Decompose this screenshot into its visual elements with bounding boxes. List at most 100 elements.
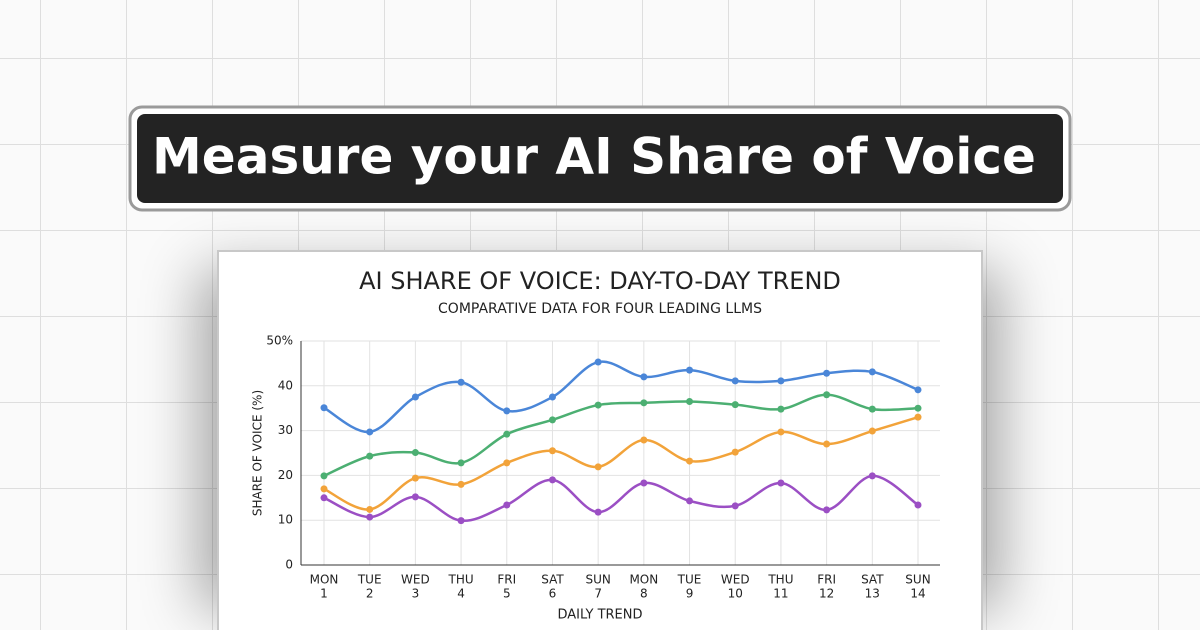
data-point [868,405,876,413]
data-point [823,506,831,514]
x-tick-label: SAT [861,573,884,587]
data-point [411,393,419,401]
data-point [686,457,694,465]
data-point [914,413,922,421]
data-point [366,452,374,460]
plot: 01020304050%MON1TUE2WED3THU4FRI5SAT6SUN7… [266,334,940,601]
data-point [731,377,739,385]
data-point [686,397,694,405]
data-point [320,494,328,502]
data-point [366,428,374,436]
data-point [548,416,556,424]
x-tick-sublabel: 4 [457,587,465,601]
y-tick-label: 10 [278,513,293,527]
data-point [548,447,556,455]
y-tick-label: 20 [278,468,293,482]
data-point [457,517,465,525]
data-point [731,401,739,409]
y-axis-label: SHARE OF VOICE (%) [251,390,265,516]
y-tick-label: 0 [285,558,293,572]
data-point [320,472,328,480]
headline: Measure your AI Share of Voice [152,128,1036,186]
data-point [777,405,785,413]
x-tick-sublabel: 6 [549,587,557,601]
x-tick-label: THU [767,573,793,587]
chart-subtitle: COMPARATIVE DATA FOR FOUR LEADING LLMS [438,301,762,317]
data-point [686,497,694,505]
data-point [777,479,785,487]
data-point [823,440,831,448]
chart-title: AI SHARE OF VOICE: DAY-TO-DAY TREND [359,267,841,295]
data-point [640,479,648,487]
x-tick-sublabel: 10 [728,587,743,601]
series-line [323,393,919,477]
data-point [503,501,511,509]
banner [137,114,1063,203]
data-point [686,366,694,374]
x-tick-label: SAT [541,573,564,587]
y-tick-label: 40 [278,378,293,392]
data-point [914,386,922,394]
chart-card [217,250,983,630]
data-point [640,373,648,381]
data-point [731,502,739,510]
x-tick-label: FRI [497,573,516,587]
data-point [366,513,374,521]
y-tick-label: 30 [278,423,293,437]
data-point [503,407,511,415]
x-tick-label: THU [448,573,474,587]
x-tick-label: MON [629,573,658,587]
x-tick-sublabel: 12 [819,587,834,601]
series-line [323,415,919,511]
data-point [868,427,876,435]
x-tick-sublabel: 2 [366,587,374,601]
x-tick-label: MON [310,573,339,587]
data-point [777,377,785,385]
data-point [548,393,556,401]
y-tick-label: 50% [266,334,293,348]
data-point [594,508,602,516]
data-point [320,485,328,493]
data-point [320,404,328,412]
x-tick-sublabel: 13 [865,587,880,601]
data-point [411,449,419,457]
data-point [548,476,556,484]
data-point [594,463,602,471]
data-point [640,436,648,444]
data-point [731,448,739,456]
x-tick-sublabel: 3 [412,587,420,601]
data-point [457,480,465,488]
data-point [411,493,419,501]
data-point [914,501,922,509]
x-tick-sublabel: 9 [686,587,694,601]
data-point [640,399,648,407]
x-tick-label: SUN [585,573,610,587]
series-line [323,360,919,434]
data-point [366,505,374,513]
data-point [914,404,922,412]
x-tick-label: SUN [905,573,930,587]
data-point [594,358,602,366]
x-tick-label: FRI [817,573,836,587]
data-point [868,472,876,480]
x-tick-label: TUE [677,573,702,587]
data-point [503,430,511,438]
x-axis-label: DAILY TREND [557,608,642,623]
x-tick-label: WED [721,573,750,587]
data-point [594,401,602,409]
data-point [457,378,465,386]
data-point [823,369,831,377]
data-point [777,428,785,436]
data-point [868,368,876,376]
x-tick-label: TUE [357,573,382,587]
x-tick-sublabel: 14 [910,587,925,601]
x-tick-sublabel: 7 [594,587,602,601]
x-tick-label: WED [401,573,430,587]
data-point [457,459,465,467]
data-point [503,459,511,467]
x-tick-sublabel: 5 [503,587,511,601]
x-tick-sublabel: 1 [320,587,328,601]
data-point [411,474,419,482]
